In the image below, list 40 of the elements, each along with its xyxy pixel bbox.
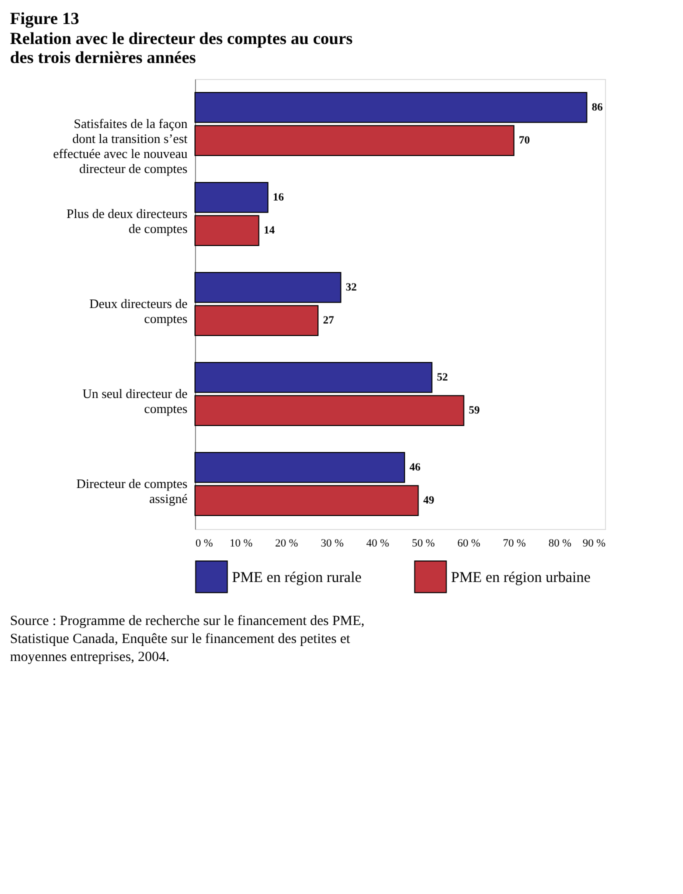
data-label: 49 — [423, 494, 435, 507]
data-label: 52 — [436, 371, 448, 384]
bar — [194, 485, 419, 516]
x-tick-label: 10 % — [230, 538, 253, 550]
x-tick-label: 30 % — [320, 538, 344, 550]
x-tick-label: 20 % — [275, 538, 298, 550]
bar — [194, 395, 464, 426]
bar — [194, 92, 588, 123]
y-tick-label: Satisfaites de la façon dont la transition s’est effectuée avec le nouveau directeur de comptes — [53, 116, 188, 176]
y-tick-label: Plus de deux directeurs de comptes — [66, 206, 188, 236]
source-note: Source : Programme de recherche sur le financement des PME, Statistique Canada, Enquête sur le financement des petites et moyennes entreprises, 2004. — [10, 614, 365, 665]
data-label: 16 — [272, 191, 284, 204]
y-tick-label: Un seul directeur de comptes — [82, 386, 188, 416]
y-tick-label: Deux directeurs de comptes — [89, 296, 188, 326]
bar — [194, 452, 406, 483]
bar — [194, 272, 342, 303]
x-tick-label: 90 % — [582, 538, 606, 550]
data-label: 59 — [468, 404, 480, 417]
x-tick-label: 80 % — [548, 538, 572, 550]
legend-label: PME en région rurale — [232, 570, 362, 586]
x-tick-label: 70 % — [502, 538, 526, 550]
chart-subtitle: Relation avec le directeur des comptes au cours des trois dernières années — [10, 29, 353, 67]
bar — [194, 305, 318, 336]
legend-label: PME en région urbaine — [451, 570, 591, 586]
bar — [194, 125, 514, 156]
x-tick-label: 40 % — [366, 538, 390, 550]
bar — [194, 215, 260, 246]
x-tick-label: 0 % — [196, 538, 213, 550]
data-label: 32 — [346, 281, 358, 294]
bar — [194, 362, 432, 393]
data-label: 14 — [264, 224, 276, 237]
text: Figure 13 — [10, 9, 80, 28]
y-tick-label: Directeur de comptes assigné — [76, 476, 188, 506]
x-tick-label: 50 % — [412, 538, 435, 550]
bar — [194, 182, 268, 213]
data-label: 27 — [323, 314, 334, 327]
data-label: 70 — [518, 134, 530, 147]
data-label: 46 — [410, 461, 422, 474]
x-tick-label: 60 % — [457, 538, 480, 550]
data-label: 86 — [592, 101, 604, 114]
